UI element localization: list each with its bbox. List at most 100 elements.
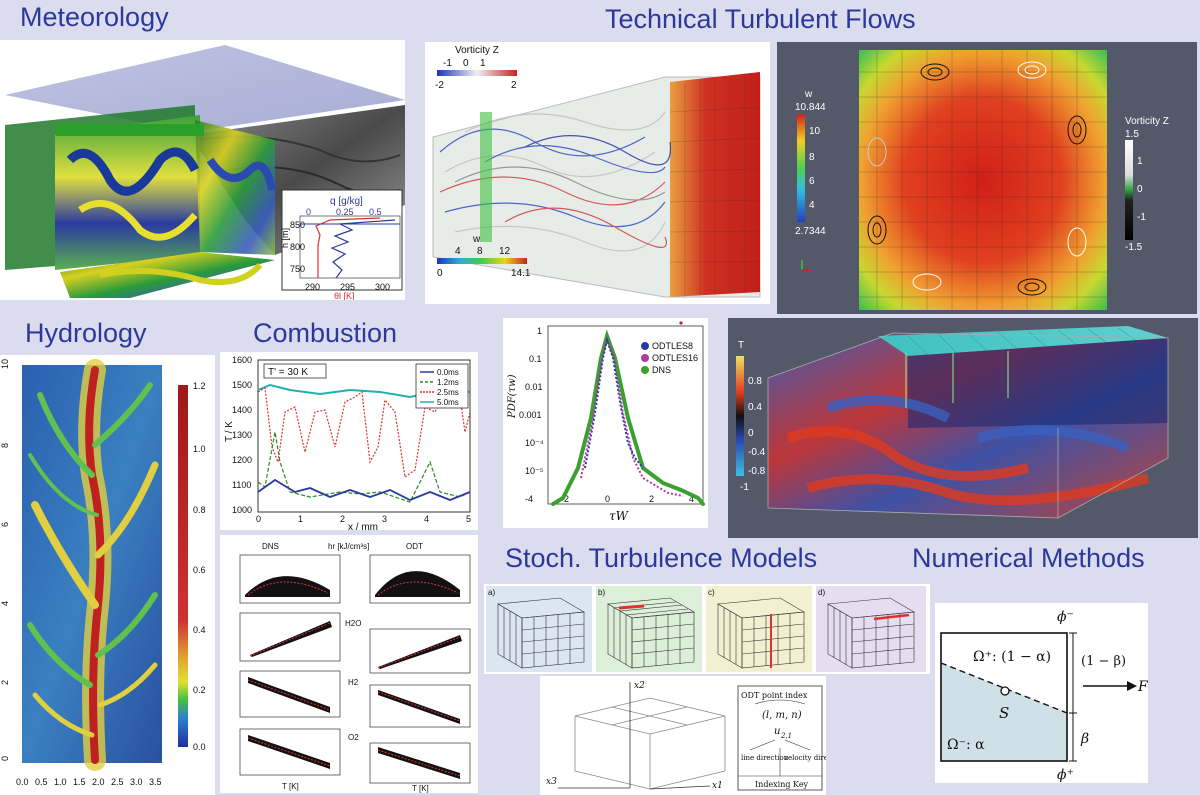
vorticity-legend: Vorticity Z 1.5 1 0 -1 -1.5 — [1125, 116, 1169, 253]
w-colorbar: w 4 8 12 0 14.1 — [437, 234, 531, 279]
title-hydrology: Hydrology — [25, 318, 147, 348]
comb-y-tick-1: 1500 — [232, 380, 252, 390]
vort-legend-title: Vorticity Z — [1125, 116, 1169, 127]
w-legend: w 10.844 10 8 6 4 2.7344 — [795, 89, 826, 237]
title-meteorology: Meteorology — [20, 2, 169, 32]
pdf-y-ticks: 1 0.1 0.01 0.001 10⁻⁴ 10⁻⁵ — [519, 326, 544, 476]
comb-y-tick-5: 1100 — [232, 480, 251, 490]
vorticity-colorbar: Vorticity Z -1 0 1 -2 2 — [435, 45, 517, 91]
odt-panel-label-d: d) — [818, 588, 825, 597]
comb-x-tick-5: 5 — [466, 514, 471, 524]
cross-section-figure: w 10.844 10 8 6 4 2.7344 Vorticity Z 1.5… — [777, 42, 1197, 314]
pdf-x-label: τW — [609, 509, 630, 523]
hydro-x-tick-6: 3.0 — [130, 777, 143, 787]
scatter-x-label-right: T [K] — [412, 784, 429, 793]
num-omega-minus: Ω⁻: α — [947, 737, 985, 753]
temperature-colorbar: T 0.8 0.4 0 -0.4 -0.8 -1 — [736, 340, 766, 493]
hydro-y-tick-2: 6 — [0, 522, 10, 527]
comb-legend-0: 0.0ms — [437, 368, 459, 377]
odt-panel-label-b: b) — [598, 588, 605, 597]
w-legend-tick-5: 2.7344 — [795, 226, 826, 237]
odt-key-left: line direction — [741, 754, 789, 762]
meteorology-figure: q [g/kg] 0 0.25 0.5 h [m] 850 800 750 29… — [0, 40, 405, 300]
vorticity-channel-figure: Vorticity Z -1 0 1 -2 2 w 4 8 12 0 14.1 — [425, 42, 770, 304]
w-tick-2: 12 — [499, 246, 511, 257]
profile-y-tick-0: 850 — [290, 220, 305, 230]
pdf-plot: PDF(τw) 1 0.1 0.01 0.001 10⁻⁴ 10⁻⁵ -4 -2… — [503, 318, 708, 528]
pdf-x-ticks: -4 -2 0 2 4 — [525, 494, 694, 504]
hydro-cbar-tick-3: 0.6 — [193, 565, 206, 575]
scatter-col-left: DNS — [262, 542, 279, 551]
comb-y-tick-2: 1400 — [232, 405, 252, 415]
pdf-y-tick-3: 0.001 — [519, 410, 542, 420]
hydro-cbar-tick-5: 0.2 — [193, 685, 206, 695]
pdf-y-label: PDF(τw) — [507, 374, 518, 419]
profile-bottom-tick-2: 300 — [375, 282, 390, 292]
numerical-methods-diagram: S Ω⁺: (1 − α) Ω⁻: α ϕ⁻ ϕ⁺ (1 − β) β F — [935, 603, 1148, 783]
pdf-y-tick-0: 1 — [537, 326, 542, 336]
pdf-legend-1: ODTLES16 — [652, 353, 698, 363]
odt-indexing-diagram: x2 x3 x1 ODT point index (l, m, n) u 2,1… — [540, 676, 826, 795]
vorticity-bottom-tick-0: -2 — [435, 80, 444, 91]
hydrology-figure: 10 8 6 4 2 0 0.0 0.5 1.0 1.5 2.0 2.5 3.0… — [0, 355, 215, 795]
pdf-y-tick-4: 10⁻⁴ — [525, 438, 544, 448]
hydro-y-tick-3: 4 — [0, 601, 10, 606]
hydro-y-tick-1: 8 — [0, 443, 10, 448]
hydro-cbar-tick-4: 0.4 — [193, 625, 206, 635]
hydro-x-tick-7: 3.5 — [149, 777, 162, 787]
comb-x-tick-2: 2 — [340, 514, 345, 524]
combustion-y-label: T / K — [224, 421, 235, 442]
odt-axis-x3: x3 — [546, 777, 557, 787]
vort-legend-tick-4: -1.5 — [1125, 242, 1143, 253]
vorticity-top-tick-0: -1 — [443, 58, 452, 69]
comb-legend-1: 1.2ms — [437, 378, 459, 387]
odt-key-sub: 2,1 — [780, 732, 792, 740]
temperature-3d-figure: T 0.8 0.4 0 -0.4 -0.8 -1 — [728, 318, 1198, 538]
temp-cbar-tick-3: -0.4 — [748, 447, 766, 458]
combustion-legend: 0.0ms 1.2ms 2.5ms 5.0ms — [415, 363, 469, 409]
odt-key-var: u — [774, 726, 780, 737]
num-f-label: F — [1137, 679, 1148, 695]
comb-y-tick-4: 1200 — [232, 455, 252, 465]
w-bottom-tick-0: 0 — [437, 268, 443, 279]
pdf-legend: ODTLES8 ODTLES16 DNS — [641, 341, 698, 375]
vorticity-colorbar-title: Vorticity Z — [455, 45, 499, 56]
title-stochastic-turbulence-models: Stoch. Turbulence Models — [505, 543, 818, 573]
odt-panel-label-a: a) — [488, 588, 495, 597]
comb-legend-3: 5.0ms — [437, 398, 459, 407]
hydro-x-tick-3: 1.5 — [73, 777, 86, 787]
profile-bottom-tick-0: 290 — [305, 282, 320, 292]
title-numerical-methods: Numerical Methods — [912, 543, 1145, 573]
combustion-scatter-grid: DNS hr [kJ/cm³s] ODT H2O H2 O2 T [K] — [220, 535, 478, 793]
combustion-y-ticks: 1600 1500 1400 1300 1200 1100 1000 — [232, 355, 252, 515]
hydro-cbar-tick-6: 0.0 — [193, 742, 206, 752]
odt-panel-label-c: c) — [708, 588, 715, 597]
profile-y-label: h [m] — [280, 228, 290, 248]
hydro-cbar-tick-2: 0.8 — [193, 505, 206, 515]
vorticity-bottom-tick-1: 2 — [511, 80, 517, 91]
profile-plot: q [g/kg] 0 0.25 0.5 h [m] 850 800 750 29… — [280, 189, 403, 300]
comb-y-tick-6: 1000 — [232, 505, 252, 515]
w-legend-title: w — [804, 89, 813, 100]
hydro-x-tick-2: 1.0 — [54, 777, 67, 787]
title-combustion: Combustion — [253, 318, 398, 348]
vort-legend-tick-1: 1 — [1137, 156, 1143, 167]
temp-cbar-tick-4: -0.8 — [748, 466, 766, 477]
profile-y-tick-1: 800 — [290, 242, 305, 252]
profile-top-tick-2: 0.5 — [369, 207, 382, 217]
combustion-x-label: x / mm — [348, 522, 378, 530]
num-phi-bottom: ϕ⁺ — [1057, 767, 1074, 783]
profile-top-label: q [g/kg] — [330, 196, 363, 207]
pdf-legend-2: DNS — [652, 365, 671, 375]
w-legend-tick-3: 6 — [809, 176, 815, 187]
hydro-y-tick-0: 10 — [0, 359, 10, 369]
vort-legend-tick-0: 1.5 — [1125, 129, 1139, 140]
temp-cbar-tick-0: 0.8 — [748, 376, 762, 387]
odt-key-footer: Indexing Key — [755, 780, 809, 789]
w-legend-tick-2: 8 — [809, 152, 815, 163]
vorticity-top-tick-1: 0 — [463, 58, 469, 69]
comb-legend-2: 2.5ms — [437, 388, 459, 397]
temp-cbar-title: T — [738, 340, 744, 351]
num-one-minus-beta: (1 − β) — [1081, 654, 1126, 669]
hydro-cbar-tick-0: 1.2 — [193, 381, 206, 391]
